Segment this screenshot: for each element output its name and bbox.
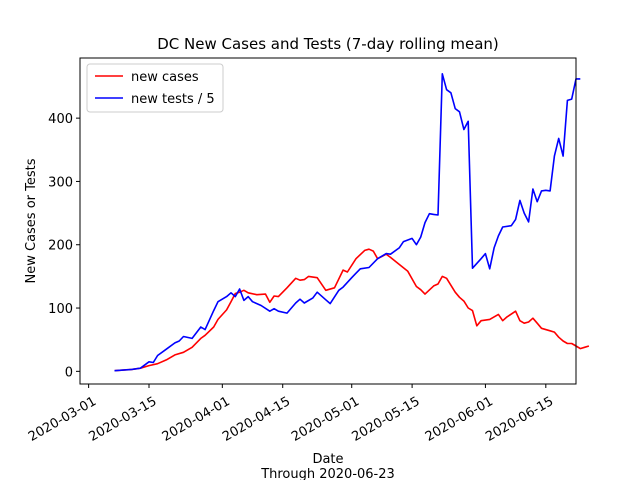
- x-axis-title: Date: [312, 452, 343, 467]
- x-tick-label: 2020-06-01: [423, 394, 496, 445]
- legend-label-new-tests: new tests / 5: [131, 92, 215, 107]
- x-tick-label: 2020-06-15: [483, 394, 556, 445]
- legend-label-new-cases: new cases: [131, 70, 199, 85]
- plot-frame: [79, 57, 577, 385]
- chart-title: DC New Cases and Tests (7-day rolling me…: [157, 35, 499, 53]
- x-tick-label: 2020-05-01: [289, 394, 362, 445]
- x-tick-label: 2020-04-01: [160, 394, 233, 445]
- x-tick-label: 2020-03-01: [26, 394, 99, 445]
- plot-area: [114, 73, 590, 372]
- y-axis: 0 100 200 300 400: [48, 112, 80, 380]
- x-tick-label: 2020-04-15: [220, 394, 293, 445]
- y-tick-label: 200: [48, 239, 73, 254]
- y-tick-label: 300: [48, 175, 73, 190]
- series-line-new-cases: [114, 248, 590, 372]
- x-tick-label: 2020-03-15: [86, 394, 159, 445]
- x-tick-label: 2020-05-15: [350, 394, 423, 445]
- legend: new cases new tests / 5: [86, 63, 224, 113]
- x-axis-subtitle: Through 2020-06-23: [260, 467, 395, 480]
- y-tick-label: 400: [48, 112, 73, 127]
- y-axis-title: New Cases or Tests: [24, 158, 39, 283]
- series-line-new-tests-5: [114, 73, 581, 372]
- y-tick-label: 100: [48, 302, 73, 317]
- y-tick-label: 0: [65, 365, 73, 380]
